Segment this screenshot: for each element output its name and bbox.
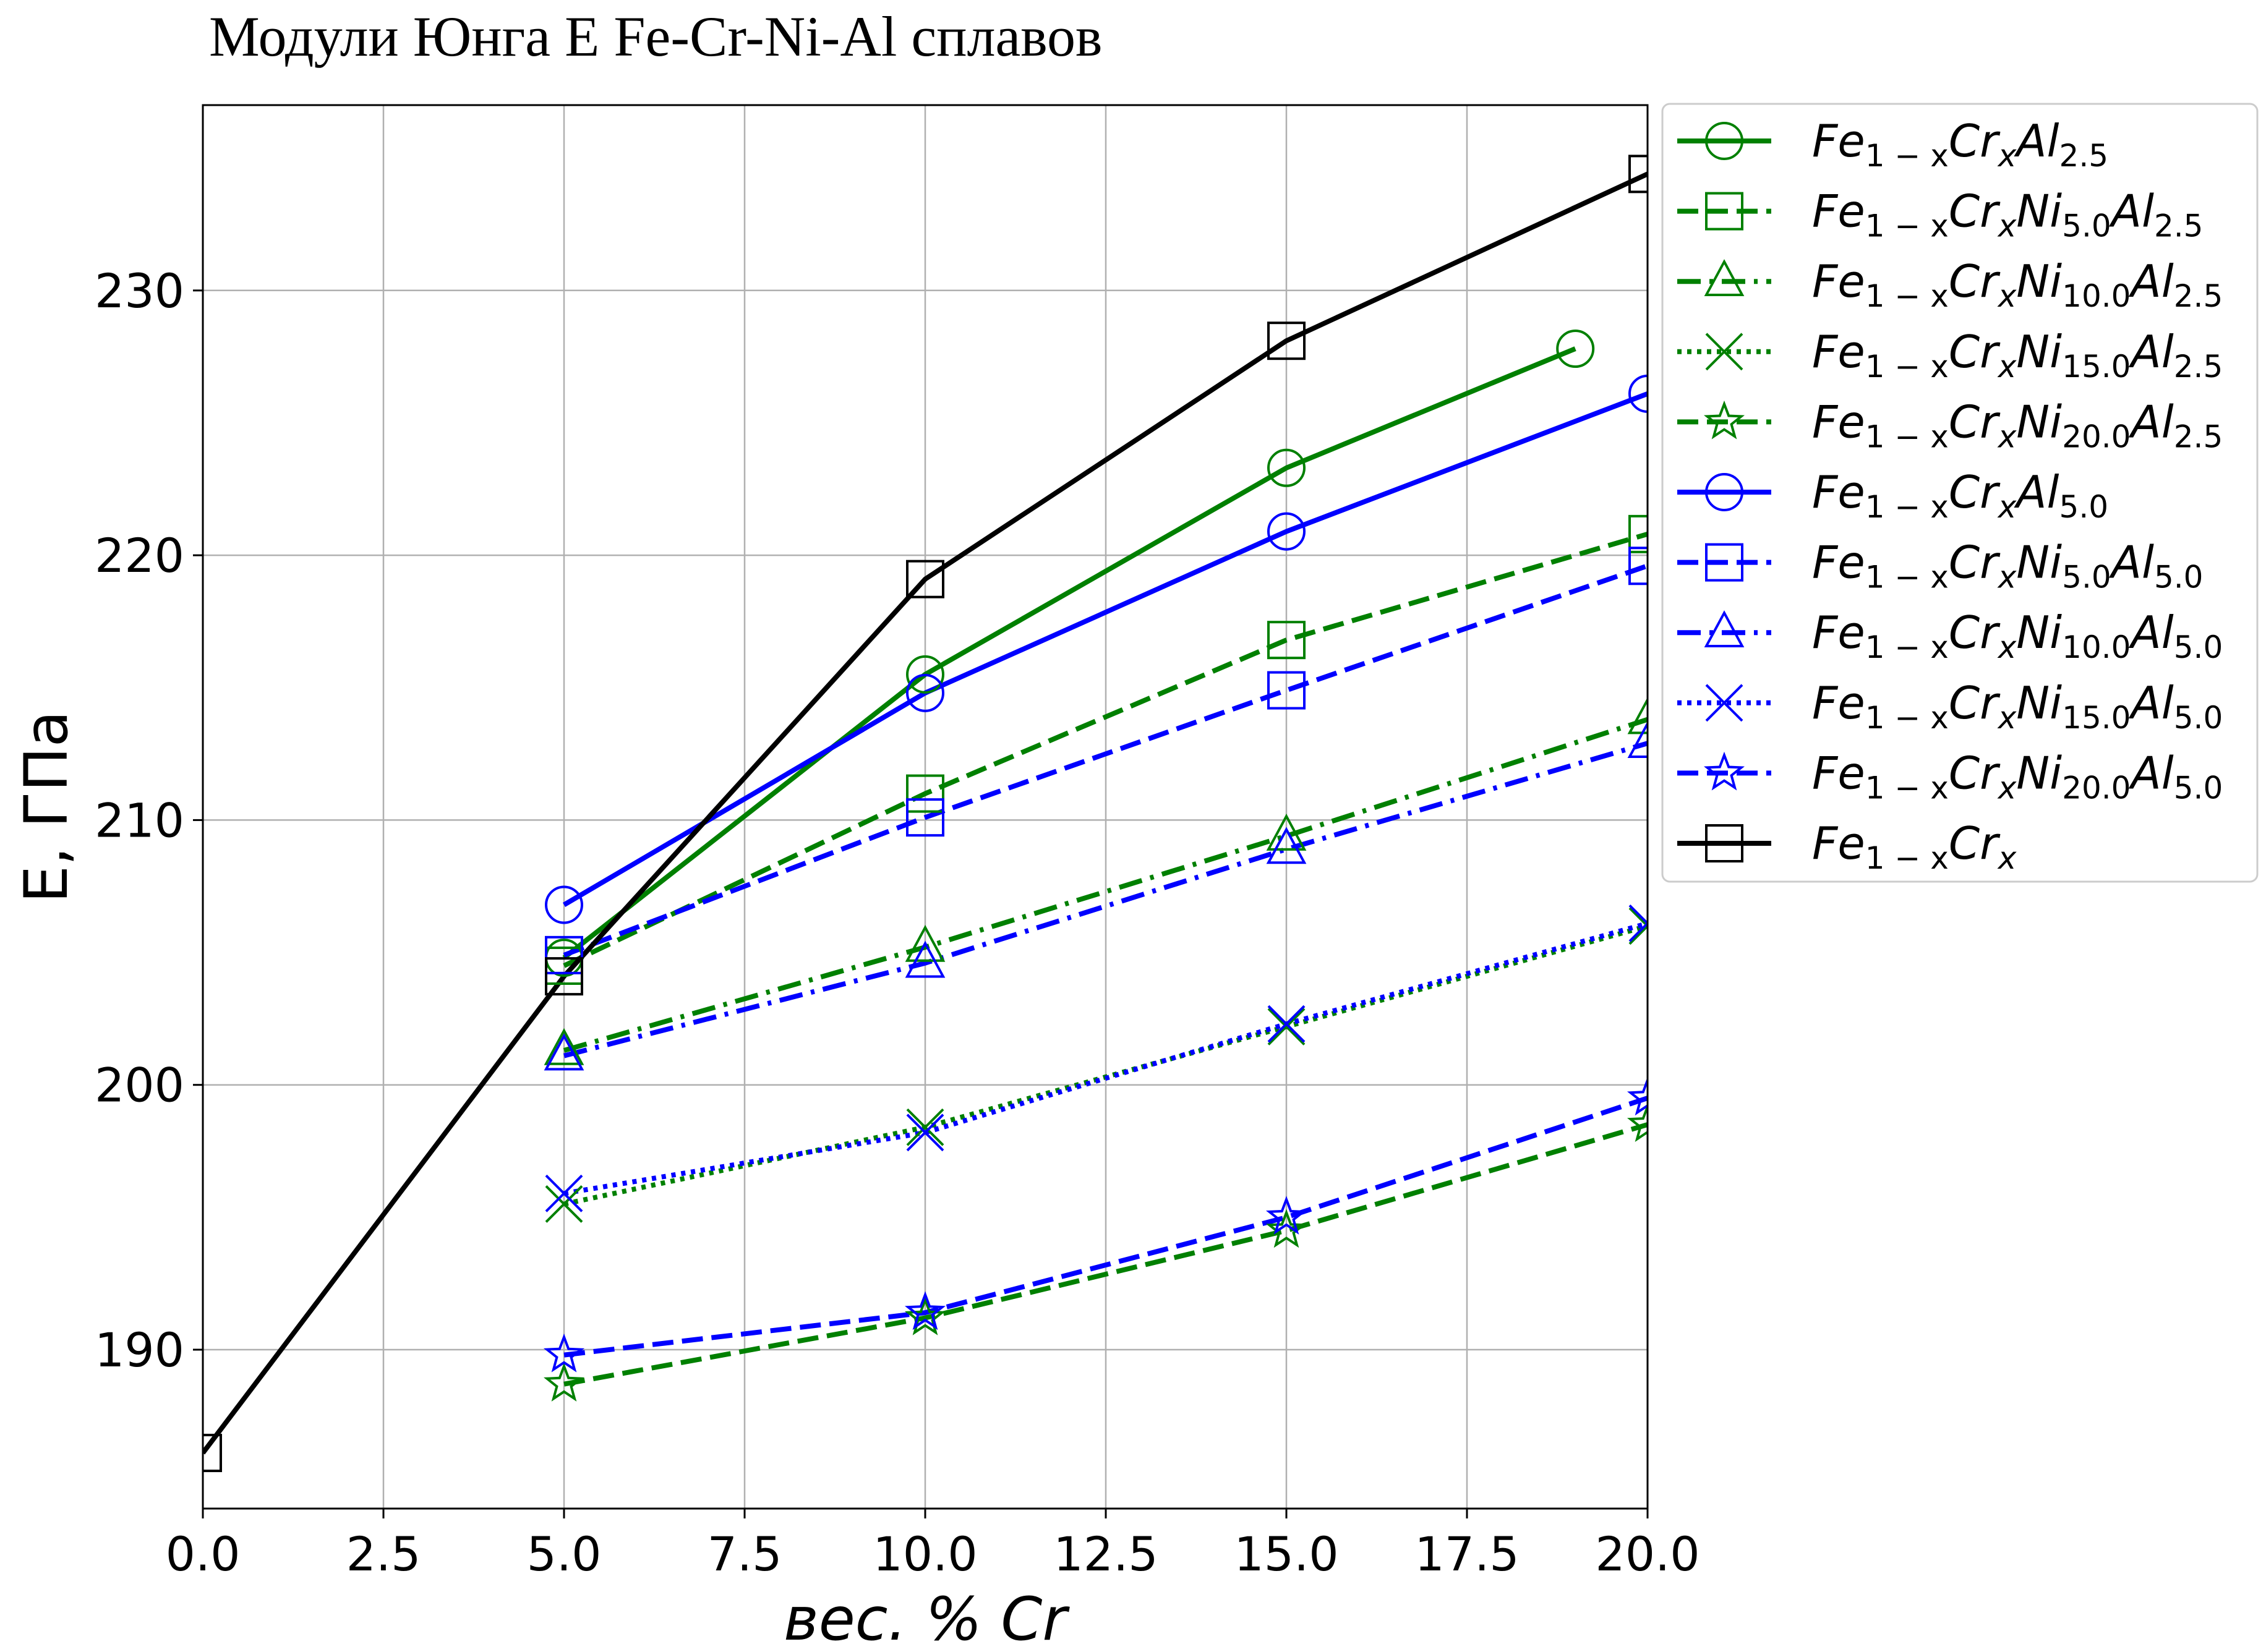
series-line-1: [562, 346, 1576, 960]
data-point-s1-3: [1267, 448, 1306, 487]
data-point-s10-1: [543, 1333, 585, 1373]
x-tick-label: 15.0: [1234, 1526, 1338, 1582]
series-line-2: [563, 531, 1648, 968]
legend-label-3: Fe1 − xCrxNi10.0Al2.5: [1812, 255, 2223, 314]
data-point-s10-3: [1265, 1196, 1307, 1235]
data-point-s2-4: [1628, 514, 1648, 553]
legend-label-1: Fe1 − xCrxAl2.5: [1812, 115, 2108, 174]
series-line-7: [563, 563, 1648, 958]
legend-label-2: Fe1 − xCrxNi5.0Al2.5: [1812, 185, 2203, 244]
data-point-s4-1: [545, 1185, 583, 1223]
legend-label-8: Fe1 − xCrxNi10.0Al5.0: [1812, 607, 2223, 665]
data-point-s5-4: [1627, 1103, 1648, 1143]
y-tick-label: 200: [95, 1058, 184, 1113]
data-point-s5-1: [543, 1363, 585, 1402]
data-point-s4-4: [1628, 907, 1648, 945]
y-tick-label: 210: [95, 793, 184, 848]
legend-marker-9: [1705, 684, 1743, 722]
axis-ticks: 0.0 2.5 5.0 7.5 10.0 12.5 15.0 17.5 20.0 190 200 21…: [95, 263, 1700, 1582]
series-line-9: [563, 921, 1648, 1196]
legend-marker-10: [1703, 751, 1745, 791]
legend-marker-4: [1705, 333, 1743, 371]
data-point-s11-1: [203, 1434, 222, 1473]
data-point-s11-2: [545, 957, 583, 996]
data-point-s9-4: [1628, 905, 1648, 942]
series-line-11: [203, 171, 1648, 1455]
x-axis-label: вес. % Cr: [784, 1585, 1070, 1652]
data-point-s1-4: [1556, 330, 1595, 368]
data-point-s6-4: [1628, 374, 1648, 413]
x-tick-label: 2.5: [346, 1526, 421, 1582]
legend-marker-5: [1703, 400, 1745, 440]
data-point-s10-4: [1627, 1076, 1648, 1116]
legend-label-9: Fe1 − xCrxNi15.0Al5.0: [1812, 677, 2223, 736]
data-point-s7-3: [1267, 671, 1306, 710]
legend-frame: [1661, 103, 2259, 883]
data-point-s4-2: [906, 1108, 944, 1146]
data-point-s5-3: [1265, 1209, 1307, 1248]
x-tick-label: 12.5: [1053, 1526, 1158, 1582]
series-line-6: [562, 391, 1648, 907]
data-point-s2-2: [906, 774, 944, 813]
y-tick-label: 190: [95, 1322, 184, 1377]
data-point-s7-1: [545, 935, 583, 974]
y-tick-label: 230: [95, 263, 184, 318]
data-point-s11-5: [1628, 155, 1648, 194]
legend-marker-6: [1705, 473, 1743, 511]
legend-label-11: Fe1 − xCrx: [1812, 817, 2017, 876]
data-point-s8-3: [1266, 827, 1307, 864]
data-point-s11-4: [1267, 321, 1306, 360]
data-point-s7-2: [906, 798, 944, 837]
chart-title: Модули Юнга E Fe-Cr-Ni-Al сплавов: [209, 5, 1103, 68]
data-point-s4-3: [1267, 1008, 1306, 1045]
y-tick-label: 220: [95, 528, 184, 583]
y-axis-label: E, ГПа: [12, 710, 81, 903]
data-point-s7-4: [1628, 547, 1648, 585]
legend-marker-7: [1705, 543, 1743, 582]
series-line-8: [563, 741, 1648, 1058]
data-point-s2-3: [1267, 621, 1306, 660]
data-point-s3-3: [1266, 814, 1307, 851]
x-tick-label: 0.0: [166, 1526, 241, 1582]
data-point-s6-3: [1267, 512, 1306, 551]
series-lines: [203, 171, 1648, 1455]
x-tick-label: 20.0: [1595, 1526, 1700, 1582]
data-point-s10-2: [904, 1291, 946, 1331]
data-point-s9-2: [906, 1113, 944, 1152]
x-tick-label: 10.0: [873, 1526, 977, 1582]
legend-label-4: Fe1 − xCrxNi15.0Al2.5: [1812, 326, 2223, 385]
series-line-10: [563, 1096, 1648, 1358]
legend-label-7: Fe1 − xCrxNi5.0Al5.0: [1812, 537, 2203, 595]
x-tick-label: 17.5: [1414, 1526, 1519, 1582]
legend-label-5: Fe1 − xCrxNi20.0Al2.5: [1812, 396, 2223, 454]
legend-marker-8: [1704, 610, 1745, 647]
x-tick-label: 5.0: [527, 1526, 602, 1582]
data-point-s11-3: [906, 560, 944, 598]
series-line-5: [563, 1122, 1648, 1387]
series-markers: [203, 155, 1648, 1473]
data-point-s9-3: [1267, 1005, 1306, 1043]
data-point-s3-1: [544, 1028, 584, 1065]
data-point-s8-2: [905, 940, 946, 978]
data-point-s3-4: [1627, 697, 1648, 734]
legend-label-10: Fe1 − xCrxNi20.0Al5.0: [1812, 747, 2223, 806]
data-point-s5-2: [904, 1296, 946, 1335]
data-point-s6-2: [906, 673, 944, 712]
data-point-s9-1: [545, 1174, 583, 1212]
data-point-s1-2: [906, 655, 944, 694]
data-point-s6-1: [545, 885, 583, 924]
legend-marker-3: [1704, 259, 1745, 296]
data-point-s8-4: [1627, 721, 1648, 758]
legend-marker-11: [1705, 824, 1743, 862]
data-point-s8-1: [544, 1033, 584, 1071]
legend-marker-1: [1705, 122, 1743, 160]
legend: Fe1 − xCrxAl2.5 Fe1 − xCrxNi5.0Al2.5 Fe1 −…: [1661, 103, 2259, 883]
x-tick-label: 7.5: [708, 1526, 782, 1582]
series-line-3: [563, 717, 1648, 1053]
legend-label-6: Fe1 − xCrxAl5.0: [1812, 466, 2108, 525]
legend-marker-2: [1705, 192, 1743, 231]
data-point-s3-2: [905, 924, 946, 962]
